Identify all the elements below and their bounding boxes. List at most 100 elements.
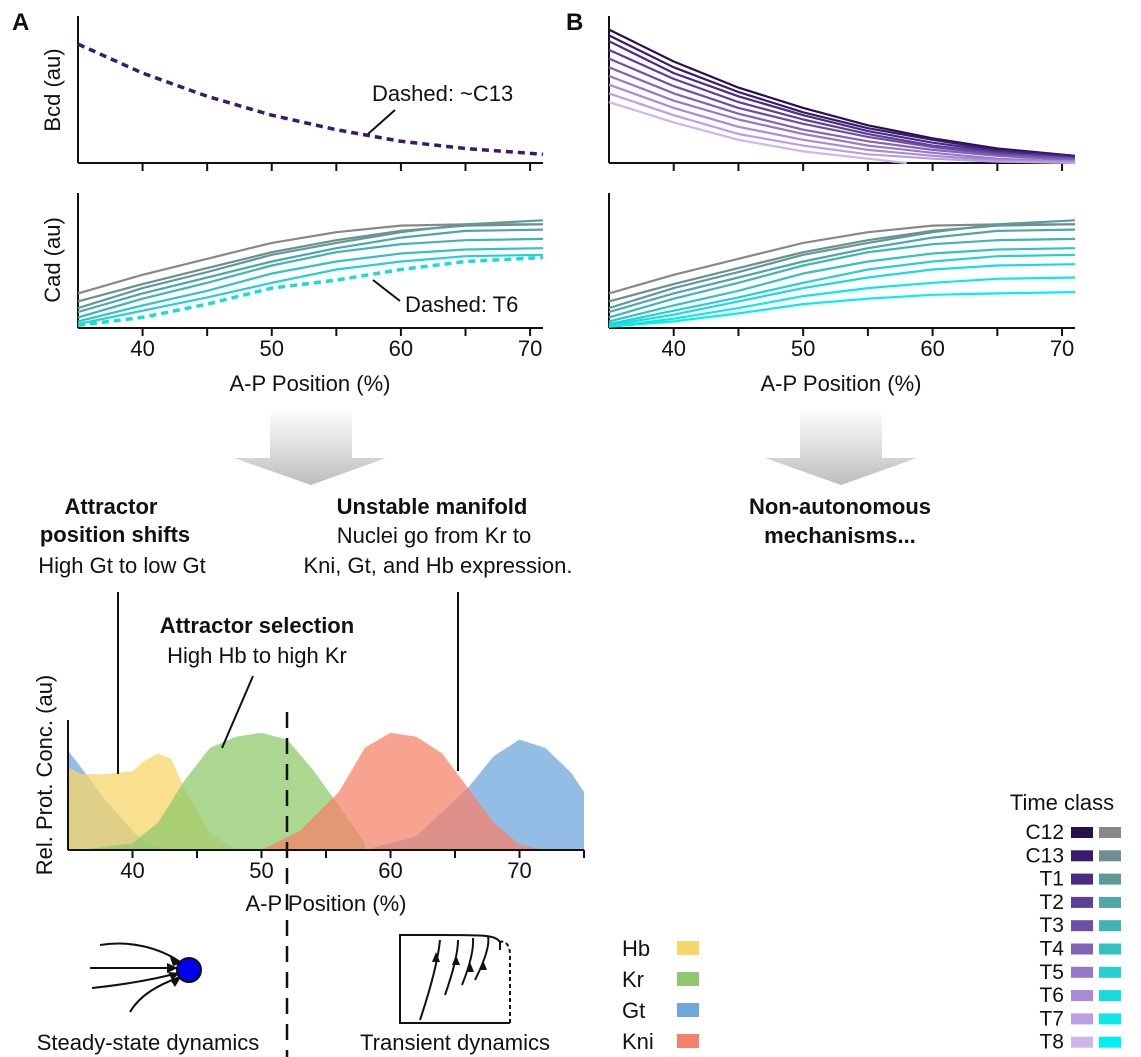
x-tick-label: 40 xyxy=(120,858,144,883)
bcd-swatch-t8 xyxy=(1071,1036,1093,1048)
x-tick-label: 50 xyxy=(249,858,273,883)
series-line-t2 xyxy=(77,228,544,314)
legend-swatch-kni xyxy=(677,1034,699,1048)
bcd-swatch-c13 xyxy=(1071,850,1093,862)
attractor-point-icon xyxy=(176,957,202,983)
area-kni xyxy=(261,732,546,850)
x-tick-label: 70 xyxy=(1050,336,1074,361)
chart-b-bcd xyxy=(608,16,1076,171)
x-tick-label: 40 xyxy=(130,336,154,361)
cad-ylabel: Cad (au) xyxy=(40,217,65,303)
bcd-ylabel: Bcd (au) xyxy=(40,48,65,131)
x-tick-label: 40 xyxy=(661,336,685,361)
transient-label: Transient dynamics xyxy=(360,1030,550,1055)
chart-b-cad: 40 50 60 70 xyxy=(608,193,1076,361)
series-line-t2 xyxy=(608,48,1076,160)
area-kr xyxy=(80,732,365,850)
legend-swatch-kr xyxy=(677,972,699,986)
series-line-t8 xyxy=(608,291,1076,328)
time-label-t8: T8 xyxy=(1039,1031,1064,1054)
selection-title: Attractor selection xyxy=(160,613,354,638)
cad-swatch-t2 xyxy=(1099,896,1121,908)
legend-label-kni: Kni xyxy=(622,1029,654,1054)
panel-label-a: A xyxy=(12,9,29,36)
shift-text: High Gt to low Gt xyxy=(38,553,206,578)
cad-swatch-t5 xyxy=(1099,966,1121,978)
time-legend-title: Time class xyxy=(1010,790,1114,815)
manifold-text-1: Nuclei go from Kr to xyxy=(337,523,531,548)
series-line-t4 xyxy=(608,247,1076,323)
series-line-t6 xyxy=(77,255,544,328)
gap-ylabel: Rel. Prot. Conc. (au) xyxy=(32,675,57,876)
time-label-t2: T2 xyxy=(1039,891,1064,914)
chart-a-cad: 40 50 60 70 xyxy=(77,193,544,361)
gap-gene-legend: Hb Kr Gt Kni xyxy=(622,936,699,1054)
selection-pointer xyxy=(221,675,254,749)
x-tick-label: 70 xyxy=(518,336,542,361)
cad-swatch-c13 xyxy=(1099,850,1121,862)
chart-a-bcd xyxy=(77,16,544,171)
x-tick-label: 60 xyxy=(920,336,944,361)
x-tick-label: 60 xyxy=(378,858,402,883)
series-line-c12 xyxy=(608,28,1076,157)
x-tick-label: 50 xyxy=(791,336,815,361)
cad-swatch-t7 xyxy=(1099,1013,1121,1025)
x-tick-label: 70 xyxy=(507,858,531,883)
nonauto-line-1: Non-autonomous xyxy=(749,494,931,519)
x-tick-label: 60 xyxy=(389,336,413,361)
cad-swatch-t8 xyxy=(1099,1036,1121,1048)
bcd-swatch-t7 xyxy=(1071,1013,1093,1025)
gap-xlabel: A-P Position (%) xyxy=(246,891,407,916)
time-label-t4: T4 xyxy=(1039,938,1064,961)
series-line-t3 xyxy=(608,57,1076,160)
time-label-t6: T6 xyxy=(1039,984,1064,1007)
series-line-c13 xyxy=(608,34,1076,157)
transient-schematic: Transient dynamics xyxy=(360,934,550,1055)
panel-label-b: B xyxy=(566,9,583,36)
series-line-t1 xyxy=(608,40,1076,159)
bcd-swatch-t6 xyxy=(1071,990,1093,1002)
bcd-swatch-t3 xyxy=(1071,920,1093,932)
series-line-t5 xyxy=(608,74,1076,163)
selection-text: High Hb to high Kr xyxy=(167,643,347,668)
legend-label-gt: Gt xyxy=(622,998,645,1023)
chart-gap-profiles: 40 50 60 70 xyxy=(67,720,585,883)
bcd-swatch-t4 xyxy=(1071,943,1093,955)
series-line-t6 xyxy=(608,83,1076,163)
series-line-t5 xyxy=(608,253,1076,326)
b-xlabel: A-P Position (%) xyxy=(761,371,922,396)
cad-swatch-t1 xyxy=(1099,873,1121,885)
series-line-t4 xyxy=(77,247,544,323)
bcd-swatch-t5 xyxy=(1071,966,1093,978)
cad-dashed-note: Dashed: T6 xyxy=(405,292,518,317)
manifold-text-2: Kni, Gt, and Hb expression. xyxy=(303,553,572,578)
time-label-t7: T7 xyxy=(1039,1007,1064,1030)
series-line-t2 xyxy=(608,228,1076,314)
arrow-b-icon xyxy=(765,408,917,485)
cad-note-pointer xyxy=(372,279,401,302)
bcd-dashed-note: Dashed: ~C13 xyxy=(372,81,513,106)
shift-title-2: position shifts xyxy=(40,522,190,547)
x-tick-label: 50 xyxy=(260,336,284,361)
series-line-t4 xyxy=(608,66,1076,162)
series-line-t3 xyxy=(608,237,1076,319)
cad-swatch-c12 xyxy=(1099,827,1121,838)
nonauto-line-2: mechanisms... xyxy=(764,523,916,548)
time-label-t3: T3 xyxy=(1039,914,1064,937)
series-line-t8 xyxy=(608,101,907,165)
cad-swatch-t4 xyxy=(1099,943,1121,955)
bcd-note-pointer xyxy=(367,109,396,135)
steady-state-schematic: Steady-state dynamics xyxy=(37,942,259,1055)
series-line-t7 xyxy=(608,276,1076,328)
legend-label-hb: Hb xyxy=(622,936,650,961)
a-xlabel: A-P Position (%) xyxy=(230,371,391,396)
time-label-c12: C12 xyxy=(1025,821,1064,844)
time-label-c13: C13 xyxy=(1025,844,1064,867)
bcd-swatch-c12 xyxy=(1071,827,1093,838)
legend-swatch-gt xyxy=(677,1003,699,1017)
legend-swatch-hb xyxy=(677,941,699,955)
time-label-t1: T1 xyxy=(1039,868,1064,891)
series-line-t5 xyxy=(77,253,544,326)
